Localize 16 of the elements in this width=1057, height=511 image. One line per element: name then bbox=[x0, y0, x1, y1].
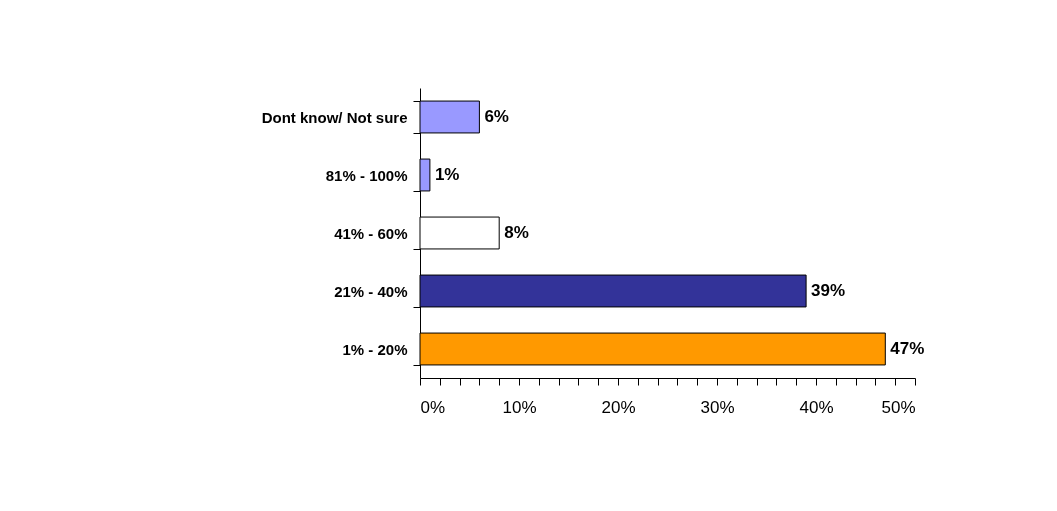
y-tick-label: 81% - 100% bbox=[325, 166, 408, 184]
data-label: 47% bbox=[890, 339, 925, 358]
x-tick-label: 10% bbox=[502, 397, 537, 417]
x-tick-label: 50% bbox=[881, 397, 916, 417]
y-tick-label: Dont know/ Not sure bbox=[261, 108, 408, 126]
data-label: 6% bbox=[484, 107, 509, 126]
x-tick-label: 40% bbox=[799, 397, 834, 417]
data-label: 1% bbox=[434, 165, 460, 184]
y-tick-label: 41% - 60% bbox=[334, 224, 408, 242]
x-tick-label: 20% bbox=[601, 397, 636, 417]
y-tick-label: 21% - 40% bbox=[334, 282, 408, 300]
x-tick-label: 0% bbox=[420, 397, 446, 417]
y-tick-label: 1% - 20% bbox=[342, 340, 408, 358]
data-label: 39% bbox=[811, 281, 846, 300]
data-label: 8% bbox=[504, 223, 529, 242]
x-tick-label: 30% bbox=[700, 397, 735, 417]
